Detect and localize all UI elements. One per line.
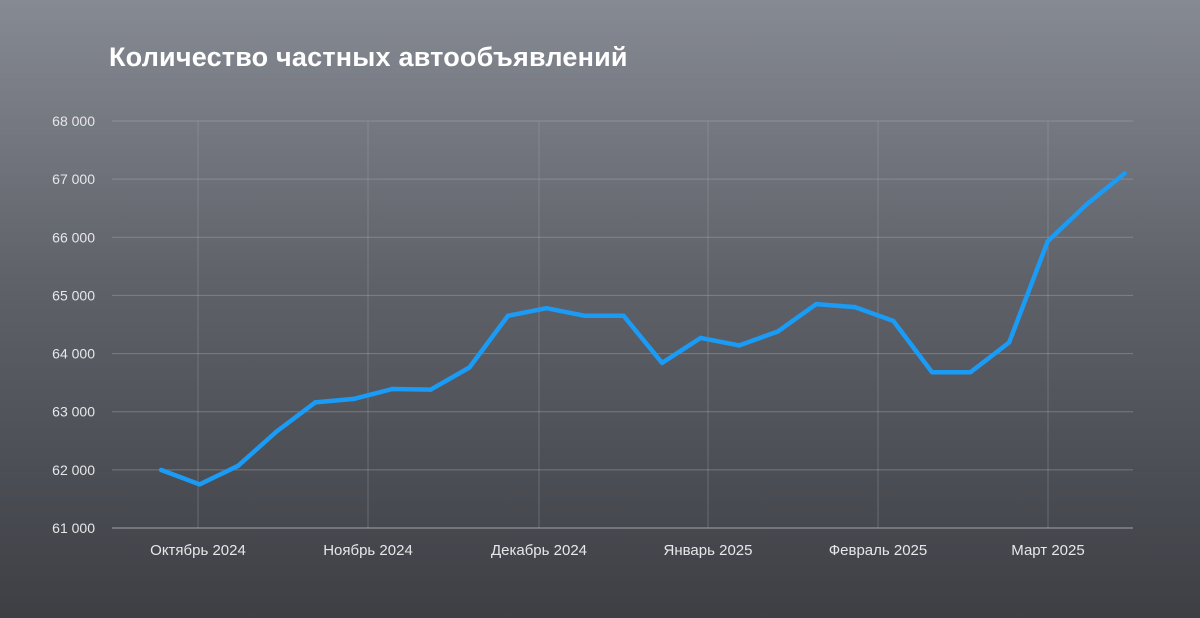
- data-point: [929, 370, 935, 375]
- data-point: [852, 304, 858, 310]
- x-tick-label: Март 2025: [1011, 542, 1084, 559]
- chart-title: Количество частных автообъявлений: [109, 42, 628, 72]
- data-point: [505, 313, 511, 318]
- x-tick-label: Январь 2025: [664, 542, 753, 559]
- data-point: [775, 329, 780, 334]
- series-line: [160, 171, 1127, 487]
- x-tick-label: Декабрь 2024: [491, 542, 587, 559]
- x-tick-label: Ноябрь 2024: [323, 542, 413, 559]
- y-tick-label: 68 000: [52, 113, 95, 129]
- x-tick-label: Февраль 2025: [829, 542, 928, 559]
- y-tick-label: 61 000: [52, 520, 95, 536]
- grid: [112, 120, 1133, 529]
- data-point: [467, 365, 472, 370]
- data-point: [582, 313, 588, 318]
- data-point: [351, 396, 356, 402]
- data-point: [1084, 202, 1089, 207]
- data-point: [968, 370, 973, 375]
- data-point: [737, 343, 742, 348]
- y-tick-label: 62 000: [52, 462, 95, 478]
- y-tick-label: 64 000: [52, 346, 95, 362]
- y-axis-ticks: 61 000 62 000 63 000 64 000 65 000 66 000 67 0…: [52, 113, 95, 536]
- y-tick-label: 66 000: [52, 229, 95, 245]
- data-point: [544, 306, 549, 311]
- data-point: [814, 301, 819, 307]
- data-point: [428, 387, 433, 392]
- x-axis-ticks: Октябрь 2024 Ноябрь 2024 Декабрь 2024 Январ…: [150, 542, 1085, 559]
- data-point: [235, 463, 241, 468]
- data-point: [313, 400, 318, 405]
- y-tick-label: 65 000: [52, 287, 95, 303]
- data-point: [659, 360, 665, 366]
- x-tick-label: Октябрь 2024: [150, 542, 246, 559]
- data-point: [1122, 171, 1128, 176]
- data-point: [621, 313, 626, 318]
- data-point: [891, 318, 896, 324]
- y-tick-label: 63 000: [52, 404, 95, 420]
- data-point: [1006, 340, 1012, 345]
- data-point: [698, 335, 703, 341]
- data-point: [158, 467, 164, 473]
- series: [158, 171, 1128, 487]
- y-tick-label: 67 000: [52, 171, 95, 187]
- data-point: [390, 386, 395, 392]
- data-point: [274, 429, 279, 434]
- data-point: [197, 482, 202, 487]
- data-point: [1045, 239, 1050, 244]
